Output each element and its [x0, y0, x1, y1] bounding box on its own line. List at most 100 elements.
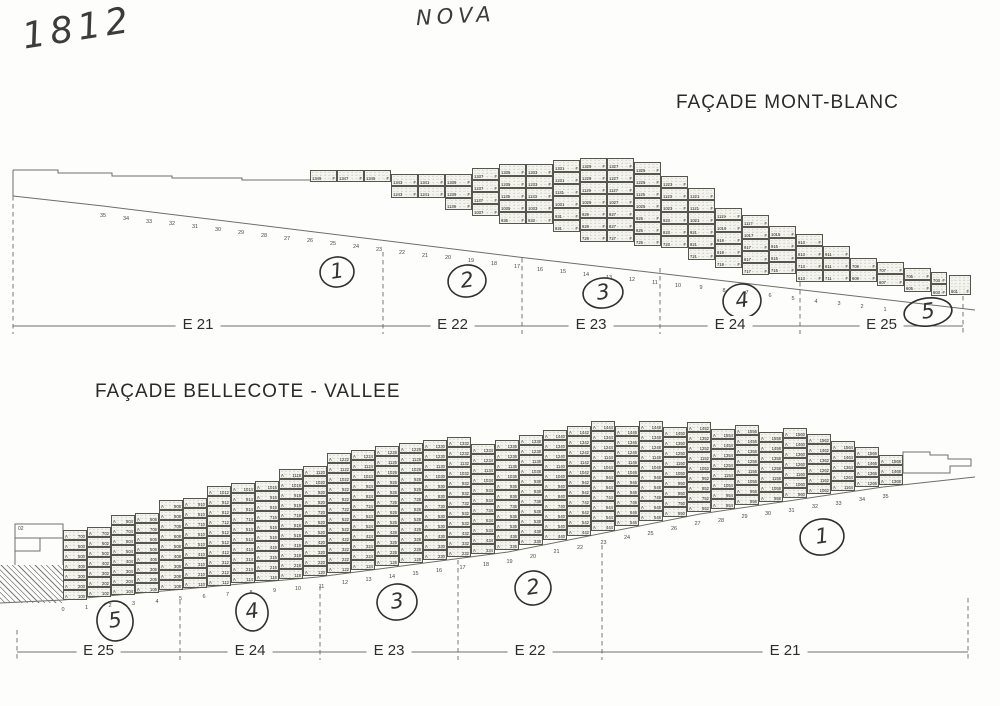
unit-number: 820 — [318, 499, 325, 505]
unit-type-letter: F — [845, 275, 848, 281]
mont-blanc-parapet-line — [13, 169, 310, 181]
unit-number: 1035 — [501, 205, 511, 211]
terrain-step-number: 32 — [811, 504, 819, 511]
unit-box: A 1452 — [687, 422, 711, 432]
unit-box: 1121 F — [688, 200, 715, 212]
unit-number: 952 — [702, 475, 709, 481]
unit-box: 1331 F — [553, 160, 580, 172]
unit-number: 804 — [126, 518, 133, 524]
unit-number: 1350 — [675, 440, 685, 446]
unit-type-letter: A — [641, 504, 644, 510]
unit-box: A 944 — [591, 471, 615, 481]
unit-type-letter: A — [353, 503, 356, 509]
unit-box: A 808 — [159, 510, 183, 520]
unit-number: 114 — [246, 576, 253, 582]
unit-number: 1138 — [531, 458, 541, 464]
unit-type-letter: A — [113, 548, 116, 554]
unit-number: 921 — [690, 229, 697, 235]
unit-number: 854 — [726, 502, 733, 508]
unit-number: 230 — [438, 553, 445, 559]
unit-box: A 1016 — [255, 481, 279, 491]
unit-box: A 208 — [159, 570, 183, 580]
unit-box: 919 F — [715, 232, 742, 244]
unit-type-letter: A — [689, 505, 692, 511]
unit-box: A 530 — [423, 520, 447, 530]
circled-note — [582, 277, 624, 309]
unit-box: A 1564 — [831, 441, 855, 451]
unit-box: A 806 — [135, 513, 159, 523]
unit-type-letter: A — [401, 506, 404, 512]
unit-type-letter: A — [257, 484, 260, 490]
unit-type-letter: A — [281, 512, 284, 518]
unit-box: A 1442 — [567, 426, 591, 436]
unit-box: A 614 — [231, 523, 255, 533]
unit-number: 1347 — [339, 175, 349, 181]
terrain-step-number: 1 — [883, 306, 887, 313]
unit-box: A 932 — [447, 477, 471, 487]
unit-number: 601 — [951, 288, 958, 294]
unit-number: 958 — [774, 495, 781, 501]
terrain-step-number: 32 — [168, 221, 176, 228]
unit-number: 813 — [798, 251, 805, 257]
unit-number: 1016 — [267, 484, 277, 490]
unit-box: A 226 — [375, 546, 399, 556]
unit-box: 933 F — [526, 212, 553, 224]
unit-number: 1031 — [555, 201, 565, 207]
unit-number: 846 — [630, 489, 637, 495]
unit-type-letter: A — [233, 576, 236, 582]
unit-box: A 600 — [63, 540, 87, 550]
unit-box: 1243 F — [391, 186, 418, 198]
unit-number: 816 — [270, 504, 277, 510]
unit-type-letter: A — [593, 514, 596, 520]
unit-number: 1234 — [483, 457, 493, 463]
unit-number: 1140 — [555, 463, 565, 469]
unit-box: A 440 — [543, 530, 567, 540]
unit-type-letter: A — [545, 443, 548, 449]
unit-type-letter: A — [545, 503, 548, 509]
unit-type-letter: A — [689, 425, 692, 431]
unit-number: 914 — [246, 496, 253, 502]
unit-number: 1554 — [723, 432, 733, 438]
unit-number: 412 — [222, 549, 229, 555]
terrain-step-number: 14 — [388, 574, 396, 581]
unit-box: 819 F — [715, 244, 742, 256]
unit-type-letter: A — [569, 489, 572, 495]
unit-number: 613 — [798, 275, 805, 281]
unit-box: 1345 F — [364, 170, 391, 182]
unit-type-letter: F — [710, 217, 713, 223]
unit-number: 1126 — [387, 459, 397, 465]
unit-type-letter: A — [425, 493, 428, 499]
mont-blanc-slope-line — [12, 195, 976, 311]
unit-box: A 1358 — [759, 452, 783, 462]
unit-type-letter: A — [617, 459, 620, 465]
unit-type-letter: A — [161, 523, 164, 529]
unit-box: A 522 — [327, 523, 351, 533]
unit-box: 1349 F — [310, 170, 337, 182]
unit-type-letter: F — [764, 256, 767, 262]
unit-number: 502 — [102, 550, 109, 556]
unit-number: 228 — [414, 546, 421, 552]
unit-number: 912 — [222, 499, 229, 505]
unit-type-letter: A — [257, 524, 260, 530]
terrain-step-number: 30 — [214, 227, 222, 234]
unit-type-letter: F — [602, 223, 605, 229]
unit-box: 923 F — [661, 212, 688, 224]
unit-number: 1028 — [411, 466, 421, 472]
terrain-step-number: 5 — [791, 295, 795, 302]
unit-type-letter: A — [473, 487, 476, 493]
terrain-step-number: 9 — [272, 587, 277, 594]
unit-number: 956 — [750, 488, 757, 494]
terrain-step-number: 29 — [237, 229, 245, 236]
unit-type-letter: A — [233, 536, 236, 542]
unit-number: 950 — [678, 480, 685, 486]
unit-number: 1228 — [411, 446, 421, 452]
unit-type-letter: A — [473, 507, 476, 513]
unit-number: 1019 — [717, 225, 727, 231]
unit-type-letter: A — [617, 439, 620, 445]
unit-number: 414 — [246, 546, 253, 552]
unit-box: 829 F — [580, 218, 607, 230]
unit-box: A 1460 — [783, 438, 807, 448]
unit-number: 122 — [342, 566, 349, 572]
unit-box: 1037 F — [472, 204, 499, 216]
unit-box: A 854 — [711, 499, 735, 509]
